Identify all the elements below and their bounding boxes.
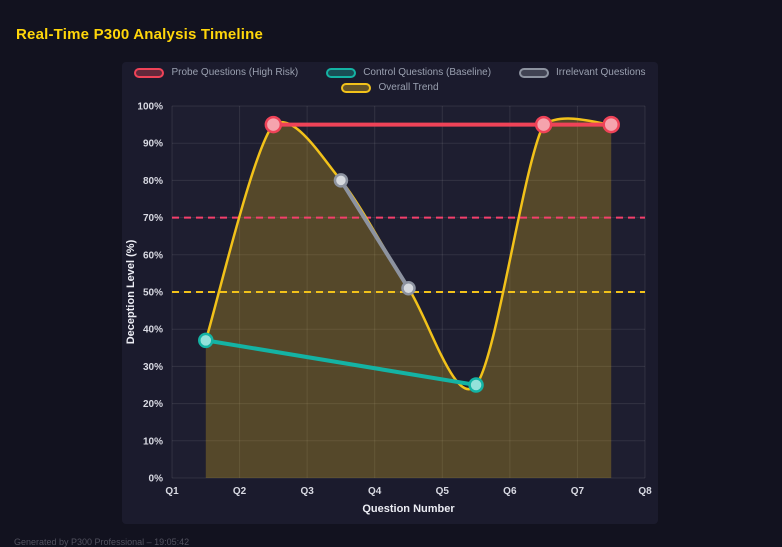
legend-item-trend[interactable]: Overall Trend	[341, 82, 439, 93]
legend-label-probe: Probe Questions (High Risk)	[171, 67, 299, 78]
legend-item-irrelevant[interactable]: Irrelevant Questions	[519, 67, 646, 78]
footer-note: Generated by P300 Professional – 19:05:4…	[14, 537, 190, 547]
trend-line-swatch-icon	[341, 82, 372, 93]
legend-item-probe[interactable]: Probe Questions (High Risk)	[134, 67, 298, 78]
control-line-swatch-icon	[326, 67, 357, 78]
page-title: Real-Time P300 Analysis Timeline	[16, 26, 264, 44]
chart-panel	[122, 62, 658, 524]
legend-row-1: Probe Questions (High Risk) Control Ques…	[122, 67, 658, 78]
legend-row-2: Overall Trend	[122, 82, 658, 93]
probe-line-swatch-icon	[134, 67, 165, 78]
legend-item-control[interactable]: Control Questions (Baseline)	[326, 67, 491, 78]
irrelevant-line-swatch-icon	[519, 67, 550, 78]
legend-label-irrelevant: Irrelevant Questions	[556, 67, 646, 78]
legend-label-trend: Overall Trend	[378, 82, 439, 93]
chart-legend: Probe Questions (High Risk) Control Ques…	[122, 67, 658, 93]
legend-label-control: Control Questions (Baseline)	[363, 67, 492, 78]
